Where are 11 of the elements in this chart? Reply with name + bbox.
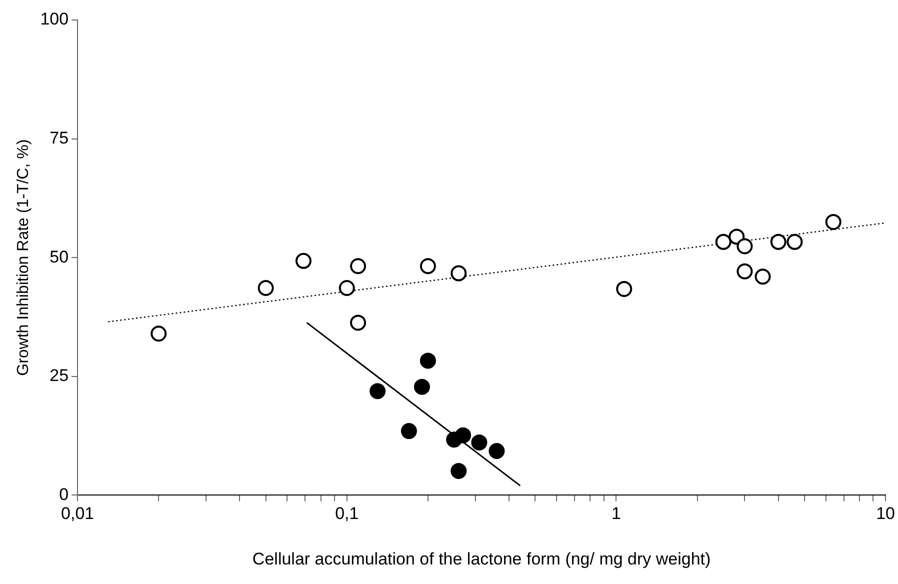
y-axis-title: Growth Inhibition Rate (1-T/C, %) xyxy=(15,139,32,376)
x-tick-label: 10 xyxy=(876,504,896,524)
x-axis-title: Cellular accumulation of the lactone form (ng/ mg dry weight) xyxy=(252,549,711,568)
y-tick-label: 25 xyxy=(50,366,69,386)
x-tick-label: 0,01 xyxy=(61,504,94,524)
y-tick-label: 50 xyxy=(50,247,69,266)
y-tick-label: 100 xyxy=(40,10,69,29)
y-tick-label: 0 xyxy=(59,484,69,504)
y-tick-label: 75 xyxy=(50,128,69,148)
x-tick-label: 1 xyxy=(611,504,621,524)
x-tick-label: 0,1 xyxy=(335,504,359,524)
